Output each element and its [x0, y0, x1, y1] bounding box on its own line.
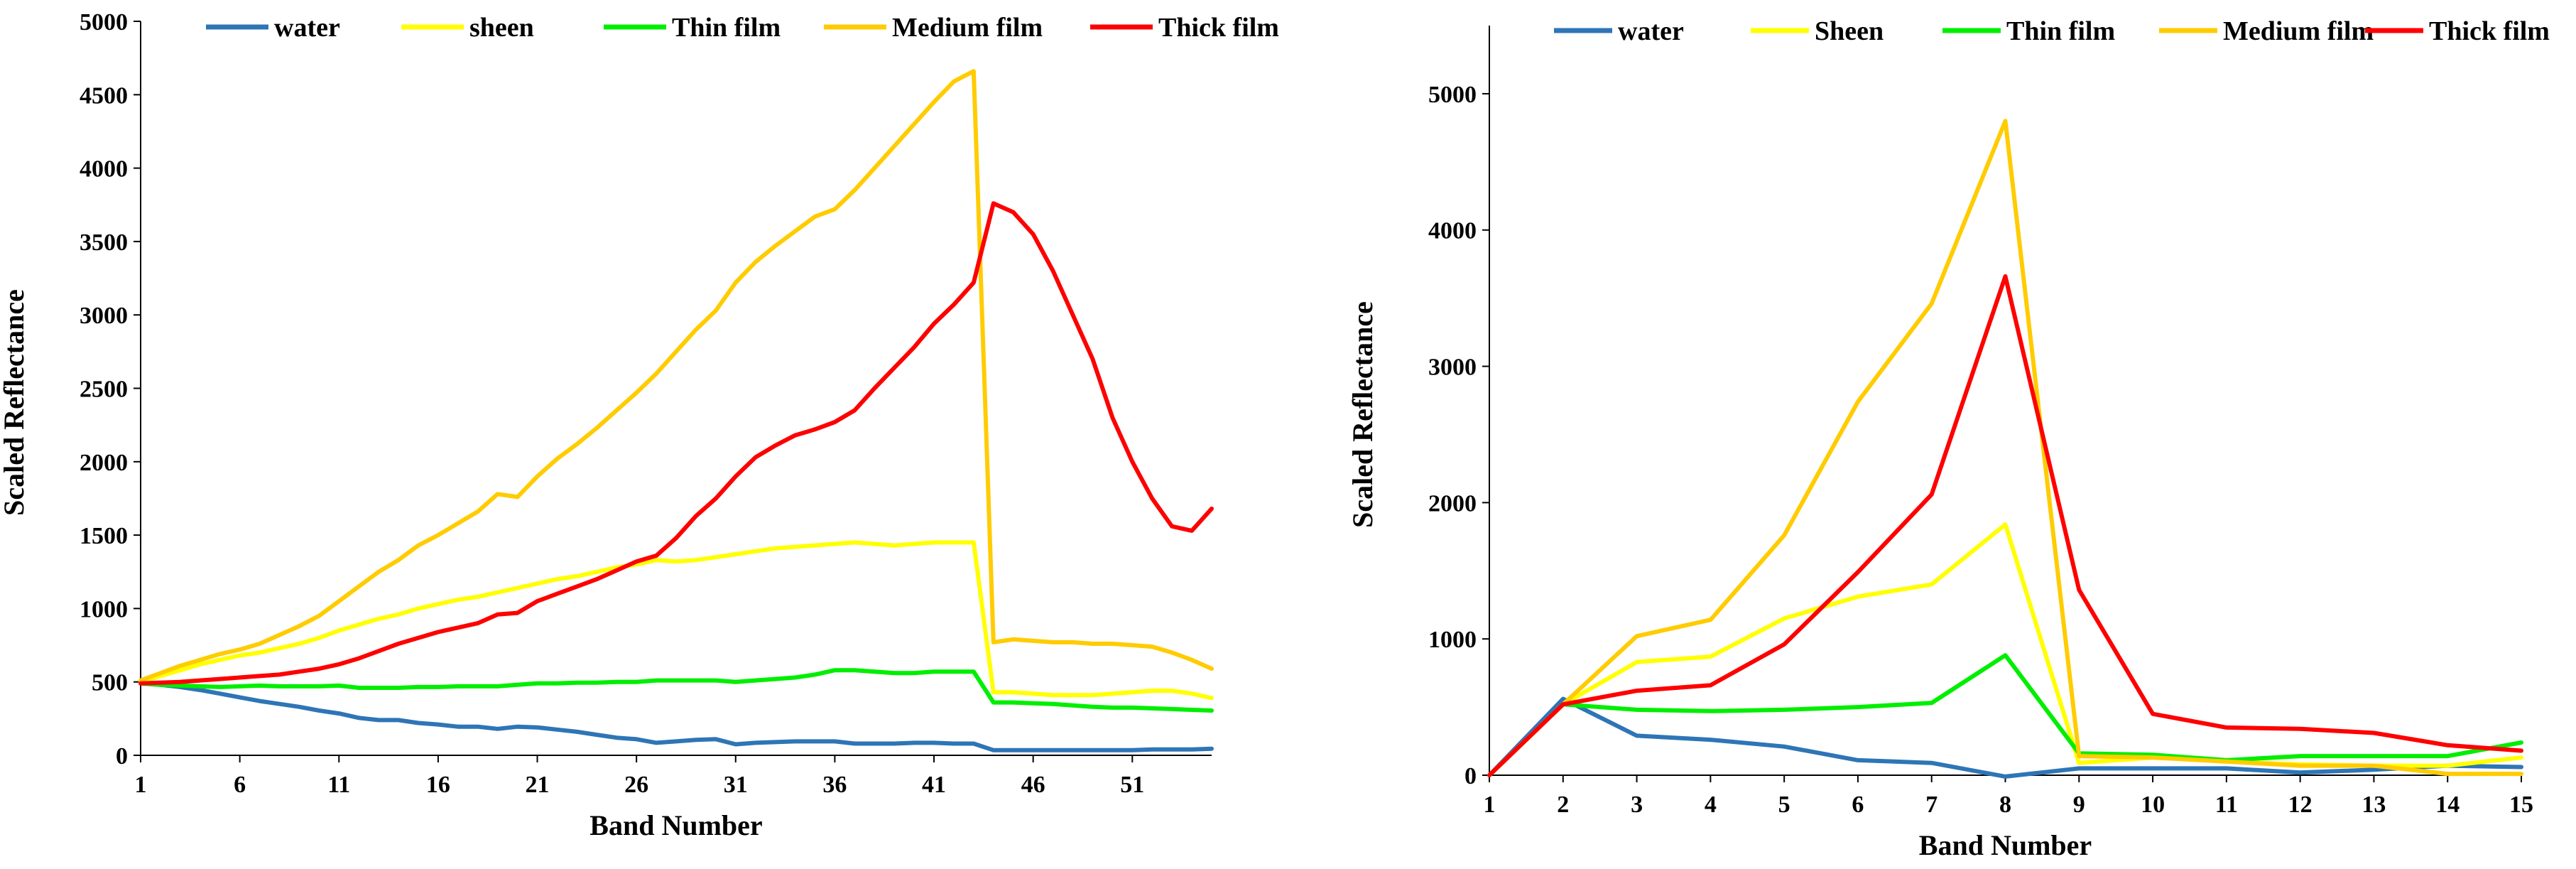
- y-tick-label: 2500: [80, 377, 128, 403]
- series-line-water: [1487, 696, 2523, 779]
- y-tick-label: 4000: [80, 156, 128, 183]
- x-tick-label: 7: [1925, 792, 1938, 818]
- legend-label-water: water: [274, 13, 340, 43]
- legend-label-thin-film: Thin film: [2006, 16, 2115, 46]
- y-tick-label: 0: [1464, 763, 1477, 789]
- y-tick-label: 4000: [1428, 218, 1477, 244]
- x-tick-label: 8: [1999, 792, 2011, 818]
- x-tick-label: 41: [922, 772, 946, 798]
- y-tick-label: 500: [92, 670, 128, 696]
- series-line-medium-film: [1487, 119, 2523, 777]
- y-tick-label: 3000: [1428, 355, 1477, 381]
- series-line-thin-film: [138, 668, 1214, 713]
- y-tick-label: 5000: [1428, 82, 1477, 108]
- x-axis-title: Band Number: [589, 809, 762, 841]
- series-line-thick-film: [1487, 274, 2523, 777]
- y-tick-label: 3500: [80, 230, 128, 256]
- x-axis-title: Band Number: [1919, 829, 2092, 861]
- series-line-water: [138, 681, 1214, 752]
- x-tick-label: 46: [1021, 772, 1045, 798]
- x-tick-label: 14: [2435, 792, 2460, 818]
- y-tick-label: 1500: [80, 523, 128, 549]
- x-tick-label: 16: [426, 772, 450, 798]
- y-tick-label: 2000: [1428, 490, 1477, 517]
- legend-label-medium-film: Medium film: [2223, 16, 2374, 46]
- x-tick-label: 5: [1778, 792, 1790, 818]
- y-axis-title: Scaled Reflectance: [0, 289, 30, 516]
- x-tick-label: 3: [1631, 792, 1643, 818]
- x-tick-label: 4: [1705, 792, 1717, 818]
- series-line-thick-film: [138, 201, 1214, 686]
- x-tick-label: 36: [822, 772, 847, 798]
- x-tick-label: 11: [2215, 792, 2238, 818]
- y-tick-label: 5000: [80, 9, 128, 36]
- y-tick-label: 4500: [80, 82, 128, 109]
- x-tick-label: 21: [526, 772, 550, 798]
- series-line-thin-film: [1487, 653, 2523, 777]
- series-line-sheen: [138, 540, 1214, 701]
- y-tick-label: 1000: [80, 596, 128, 622]
- x-tick-label: 51: [1120, 772, 1144, 798]
- x-tick-label: 15: [2509, 792, 2533, 818]
- legend-label-sheen: Sheen: [1815, 16, 1884, 46]
- x-tick-label: 10: [2141, 792, 2165, 818]
- x-tick-label: 6: [1852, 792, 1864, 818]
- legend-label-sheen: sheen: [469, 13, 534, 43]
- x-tick-label: 12: [2288, 792, 2313, 818]
- x-tick-label: 2: [1557, 792, 1569, 818]
- legend-label-medium-film: Medium film: [892, 13, 1043, 43]
- y-tick-label: 1000: [1428, 627, 1477, 653]
- x-tick-label: 26: [624, 772, 648, 798]
- y-tick-label: 0: [116, 743, 128, 770]
- x-tick-label: 1: [135, 772, 147, 798]
- x-tick-label: 1: [1484, 792, 1496, 818]
- x-tick-label: 6: [234, 772, 246, 798]
- series-line-medium-film: [138, 69, 1214, 683]
- y-tick-label: 3000: [80, 303, 128, 329]
- legend-label-water: water: [1618, 16, 1684, 46]
- y-tick-label: 2000: [80, 450, 128, 476]
- chart-left: 0 500 1000 1500 2000 2500 3000 3500 4000 4500 5000…: [0, 9, 1279, 841]
- x-tick-label: 11: [327, 772, 350, 798]
- x-tick-label: 13: [2362, 792, 2386, 818]
- x-tick-label: 9: [2073, 792, 2085, 818]
- y-axis-title: Scaled Reflectance: [1347, 301, 1379, 528]
- legend-label-thick-film: Thick film: [1158, 13, 1279, 43]
- x-tick-label: 31: [724, 772, 748, 798]
- legend-label-thin-film: Thin film: [672, 13, 781, 43]
- legend-label-thick-film: Thick film: [2429, 16, 2550, 46]
